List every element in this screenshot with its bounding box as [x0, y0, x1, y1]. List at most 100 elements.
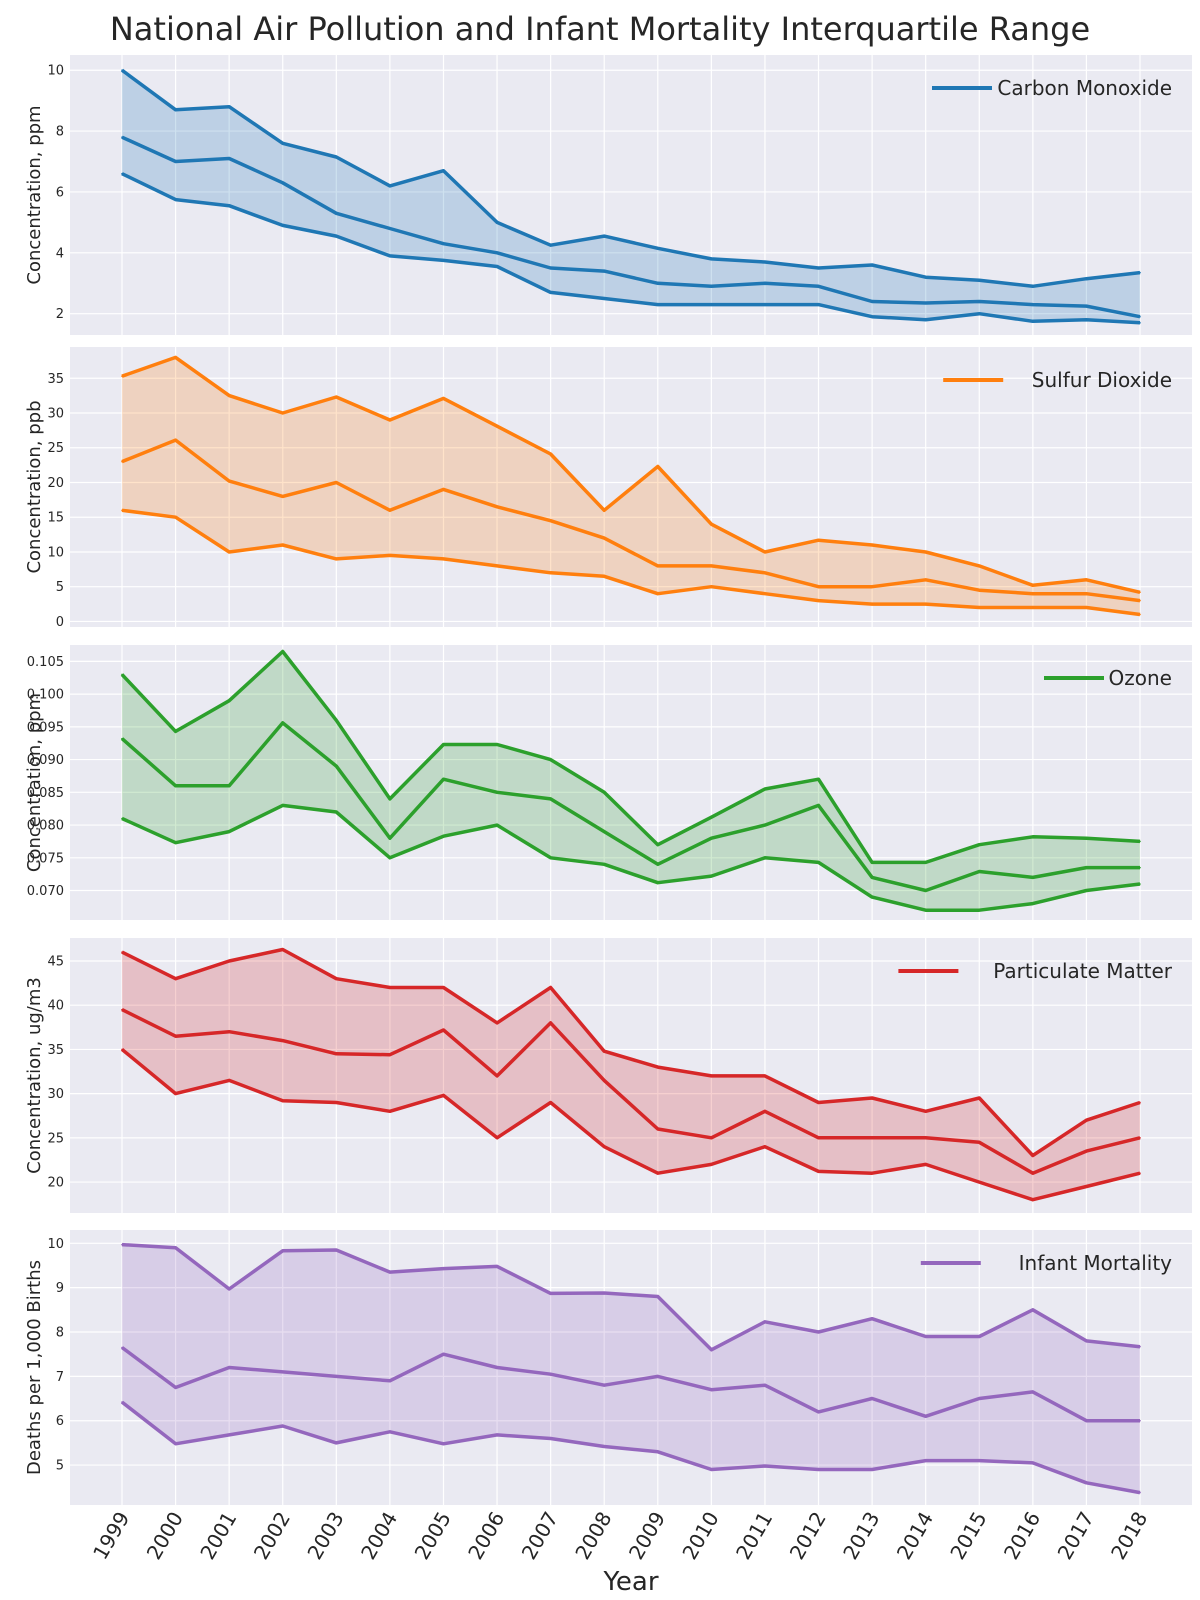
data-point-median: [228, 1366, 230, 1369]
data-point-lower: [924, 603, 927, 605]
data-point-lower: [1139, 322, 1141, 324]
data-point-lower: [442, 835, 445, 837]
data-point-median: [817, 1137, 820, 1139]
data-point-upper: [335, 977, 338, 980]
data-point-upper: [603, 509, 606, 512]
data-point-lower: [335, 558, 338, 560]
data-point-upper: [174, 730, 177, 733]
data-point-lower: [174, 1442, 177, 1445]
legend-label: Ozone: [1109, 666, 1172, 690]
x-tick-label: 2010: [677, 1508, 723, 1564]
figure-title: National Air Pollution and Infant Mortal…: [109, 10, 1091, 48]
data-point-upper: [549, 758, 552, 761]
data-point-upper: [978, 279, 981, 282]
legend: Ozone: [1044, 666, 1172, 690]
data-point-upper: [764, 1321, 766, 1323]
x-tick-label: 2012: [785, 1508, 831, 1564]
data-point-upper: [1139, 1101, 1141, 1104]
data-point-upper: [389, 986, 391, 989]
data-point-lower: [335, 1101, 338, 1104]
series-line-median: [121, 1008, 1141, 1175]
data-point-lower: [871, 896, 873, 898]
y-tick-label: 0.085: [27, 786, 64, 801]
data-point-lower: [442, 1442, 445, 1445]
x-tick-label: 2002: [249, 1508, 295, 1564]
x-tick-label: 2008: [570, 1508, 616, 1564]
data-point-lower: [710, 1163, 713, 1166]
data-point-upper: [1032, 285, 1034, 288]
data-point-upper: [1032, 1154, 1034, 1157]
y-tick-label: 0.100: [27, 688, 64, 703]
data-point-lower: [549, 1437, 552, 1440]
data-point-median: [817, 804, 820, 807]
data-point-lower: [496, 265, 498, 268]
y-tick-label: 30: [47, 407, 64, 422]
x-tick-label: 1999: [88, 1508, 134, 1564]
data-point-upper: [656, 1295, 659, 1298]
data-point-upper: [1085, 837, 1088, 839]
data-point-median: [335, 212, 338, 215]
data-point-median: [389, 1053, 391, 1056]
data-point-upper: [228, 105, 230, 108]
y-tick-label: 10: [47, 64, 64, 79]
legend: Particulate Matter: [898, 959, 1173, 983]
data-point-median: [228, 1030, 230, 1033]
data-point-lower: [389, 554, 391, 557]
data-point-lower: [281, 544, 284, 546]
data-point-upper: [978, 843, 981, 846]
x-axis-label: Year: [602, 1567, 658, 1597]
data-point-median: [1032, 876, 1034, 879]
data-point-lower: [228, 1079, 230, 1082]
series-line-median: [121, 135, 1141, 319]
data-point-median: [1032, 1172, 1034, 1175]
data-point-upper: [924, 551, 927, 553]
data-point-upper: [764, 551, 766, 553]
data-point-upper: [871, 1317, 873, 1320]
series-line-lower: [121, 172, 1141, 325]
y-axis-label: Deaths per 1,000 Births: [24, 1260, 45, 1475]
data-point-lower: [496, 824, 498, 826]
data-point-median: [335, 765, 338, 767]
data-point-lower: [549, 1101, 552, 1104]
data-point-lower: [817, 303, 820, 306]
y-tick-label: 7: [56, 1370, 64, 1385]
data-point-median: [978, 1397, 981, 1400]
data-point-lower: [1032, 902, 1034, 905]
data-point-median: [174, 784, 177, 787]
data-point-lower: [174, 1092, 177, 1095]
y-tick-label: 0.075: [27, 851, 64, 866]
data-point-lower: [924, 318, 927, 321]
data-point-median: [603, 830, 606, 833]
data-point-lower: [496, 1434, 498, 1436]
data-point-median: [549, 1373, 552, 1375]
x-tick-label: 2003: [302, 1508, 348, 1564]
data-point-median: [174, 1035, 177, 1037]
y-tick-label: 10: [47, 545, 64, 560]
data-point-median: [817, 285, 820, 288]
data-point-upper: [764, 1075, 766, 1077]
data-point-upper: [656, 247, 659, 250]
y-axis-label: Concentration, ppb: [24, 400, 45, 573]
data-point-median: [978, 300, 981, 303]
data-point-upper: [174, 108, 177, 111]
y-tick-label: 0.070: [27, 884, 64, 899]
series-line-median: [121, 438, 1141, 603]
data-point-lower: [121, 1048, 123, 1051]
x-tick-label: 2000: [142, 1508, 188, 1564]
data-point-upper: [442, 986, 445, 989]
y-tick-label: 40: [47, 999, 64, 1014]
data-point-lower: [1085, 889, 1088, 892]
y-tick-label: 8: [56, 1326, 64, 1341]
data-point-lower: [603, 575, 606, 578]
data-point-lower: [281, 804, 284, 807]
plot-background: [70, 938, 1192, 1213]
y-tick-label: 6: [56, 1414, 64, 1429]
data-point-upper: [549, 986, 552, 989]
data-point-median: [335, 1053, 338, 1055]
iqr-band: [122, 1244, 1140, 1493]
data-point-lower: [817, 599, 820, 602]
data-point-median: [656, 282, 659, 285]
data-point-lower: [764, 1145, 766, 1148]
